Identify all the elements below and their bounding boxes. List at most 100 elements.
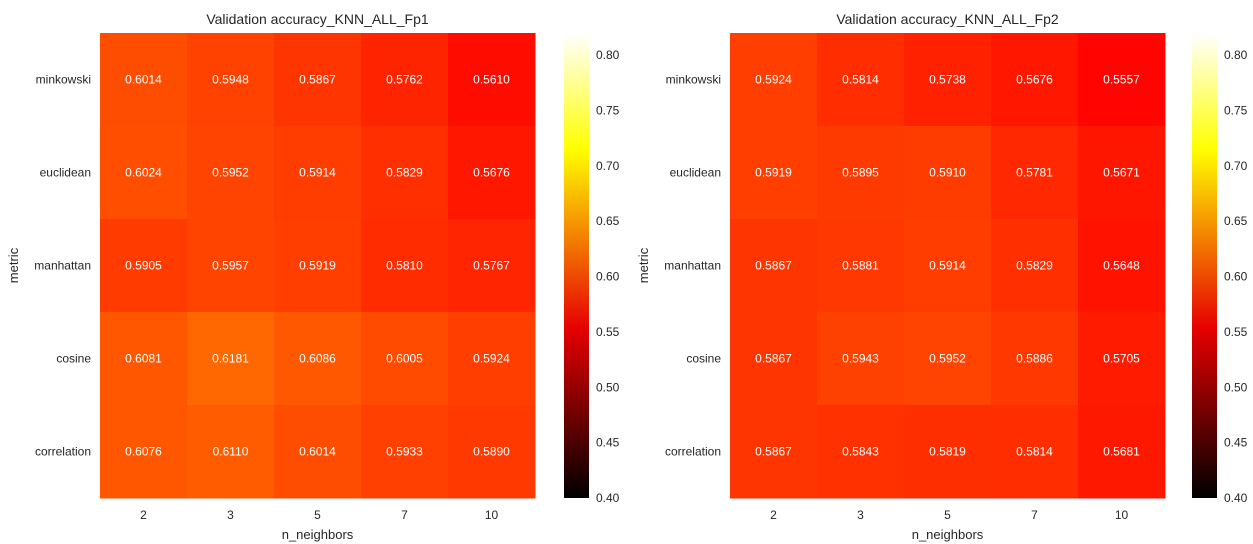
colorbar: [1192, 33, 1217, 498]
y-tick-label: minkowski: [666, 73, 721, 87]
cell-value-label: 0.5648: [1103, 259, 1140, 273]
heatmap-cell: [991, 312, 1079, 406]
cell-value-label: 0.5867: [755, 259, 792, 273]
x-tick-label: 5: [314, 508, 321, 522]
colorbar-tick-label: 0.70: [1224, 159, 1248, 173]
cell-value-label: 0.5557: [1103, 73, 1140, 87]
heatmap-cell: [361, 126, 449, 220]
heatmap-cell: [100, 405, 188, 499]
heatmap-cell: [1078, 405, 1166, 499]
heatmap-cell: [904, 33, 992, 127]
x-tick-label: 2: [140, 508, 147, 522]
heatmap-cell: [361, 33, 449, 127]
y-tick-label: cosine: [686, 352, 721, 366]
cell-value-label: 0.5933: [386, 445, 423, 459]
chart-title: Validation accuracy_KNN_ALL_Fp2: [836, 11, 1059, 27]
x-tick-label: 5: [944, 508, 951, 522]
y-tick-label: minkowski: [36, 73, 91, 87]
cell-value-label: 0.5890: [473, 445, 510, 459]
cell-value-label: 0.5895: [842, 166, 879, 180]
heatmap-cell: [187, 33, 275, 127]
heatmap-cell: [448, 405, 536, 499]
colorbar: [564, 33, 589, 498]
cell-value-label: 0.5924: [755, 73, 792, 87]
y-tick-label: euclidean: [40, 166, 91, 180]
cell-value-label: 0.5914: [299, 166, 336, 180]
x-tick-label: 3: [227, 508, 234, 522]
heatmap-cell: [100, 312, 188, 406]
cell-value-label: 0.5767: [473, 259, 510, 273]
x-axis-label: n_neighbors: [912, 527, 984, 542]
heatmap-cell: [904, 126, 992, 220]
heatmap-panel-1: Validation accuracy_KNN_ALL_Fp1 0.6014 0.5…: [6, 11, 620, 542]
heatmap-cell: [187, 312, 275, 406]
colorbar-tick-label: 0.55: [1224, 325, 1248, 339]
heatmap-panel-2: Validation accuracy_KNN_ALL_Fp2 0.5924 0.5…: [636, 11, 1248, 542]
heatmap-cell: [274, 33, 362, 127]
cell-value-label: 0.5867: [299, 73, 336, 87]
colorbar-tick-label: 0.65: [1224, 214, 1248, 228]
cell-value-label: 0.6110: [213, 445, 249, 459]
x-tick-label: 7: [401, 508, 408, 522]
colorbar-tick-label: 0.60: [596, 270, 620, 284]
cell-value-label: 0.5738: [929, 73, 966, 87]
cell-value-label: 0.6014: [125, 73, 162, 87]
cell-value-label: 0.5781: [1016, 166, 1053, 180]
x-tick-label: 3: [857, 508, 864, 522]
cell-value-label: 0.5905: [125, 259, 162, 273]
heatmap-cell: [361, 312, 449, 406]
colorbar-tick-label: 0.50: [596, 380, 620, 394]
colorbar-tick-label: 0.80: [1224, 48, 1248, 62]
cell-value-label: 0.5881: [842, 259, 879, 273]
cell-value-label: 0.5867: [755, 445, 792, 459]
cell-value-label: 0.5610: [473, 73, 510, 87]
cell-value-label: 0.6086: [299, 352, 336, 366]
cell-value-label: 0.5924: [473, 352, 510, 366]
cell-value-label: 0.5910: [929, 166, 966, 180]
colorbar-tick-label: 0.45: [1224, 436, 1248, 450]
cell-value-label: 0.5948: [212, 73, 249, 87]
cell-value-label: 0.5705: [1103, 352, 1140, 366]
heatmap-cell: [817, 219, 905, 313]
colorbar-tick-label: 0.80: [596, 48, 620, 62]
y-tick-label: manhattan: [34, 259, 91, 273]
x-tick-label: 7: [1031, 508, 1038, 522]
heatmap-cell: [1078, 126, 1166, 220]
heatmap-cell: [991, 33, 1079, 127]
heatmap-cell: [904, 312, 992, 406]
heatmap-cell: [991, 405, 1079, 499]
heatmap-cell: [187, 405, 275, 499]
y-tick-label: correlation: [665, 445, 721, 459]
cell-value-label: 0.5814: [842, 73, 879, 87]
cell-value-label: 0.5676: [1016, 73, 1053, 87]
cell-value-label: 0.5952: [212, 166, 249, 180]
heatmap-cell: [730, 33, 818, 127]
heatmap-cell: [904, 405, 992, 499]
colorbar-tick-label: 0.75: [1224, 104, 1248, 118]
cell-value-label: 0.6014: [299, 445, 336, 459]
cell-value-label: 0.5919: [755, 166, 792, 180]
heatmap-cell: [187, 126, 275, 220]
heatmap-cell: [730, 219, 818, 313]
heatmap-cell: [448, 219, 536, 313]
colorbar-tick-label: 0.60: [1224, 270, 1248, 284]
heatmap-cell: [817, 312, 905, 406]
colorbar-tick-label: 0.45: [596, 436, 620, 450]
x-axis-label: n_neighbors: [282, 527, 354, 542]
y-axis-label: metric: [636, 247, 651, 283]
colorbar-tick-label: 0.50: [1224, 380, 1248, 394]
cell-value-label: 0.5919: [299, 259, 336, 273]
x-tick-label: 2: [770, 508, 777, 522]
heatmap-cell: [274, 312, 362, 406]
y-tick-label: correlation: [35, 445, 91, 459]
cell-value-label: 0.5681: [1103, 445, 1140, 459]
heatmap-cell: [274, 126, 362, 220]
colorbar-tick-label: 0.40: [596, 491, 620, 505]
cell-value-label: 0.5867: [755, 352, 792, 366]
cell-value-label: 0.5810: [386, 259, 423, 273]
cell-value-label: 0.5829: [386, 166, 423, 180]
x-tick-label: 10: [485, 508, 499, 522]
y-tick-label: euclidean: [670, 166, 721, 180]
cell-value-label: 0.5957: [212, 259, 249, 273]
heatmap-cell: [274, 405, 362, 499]
